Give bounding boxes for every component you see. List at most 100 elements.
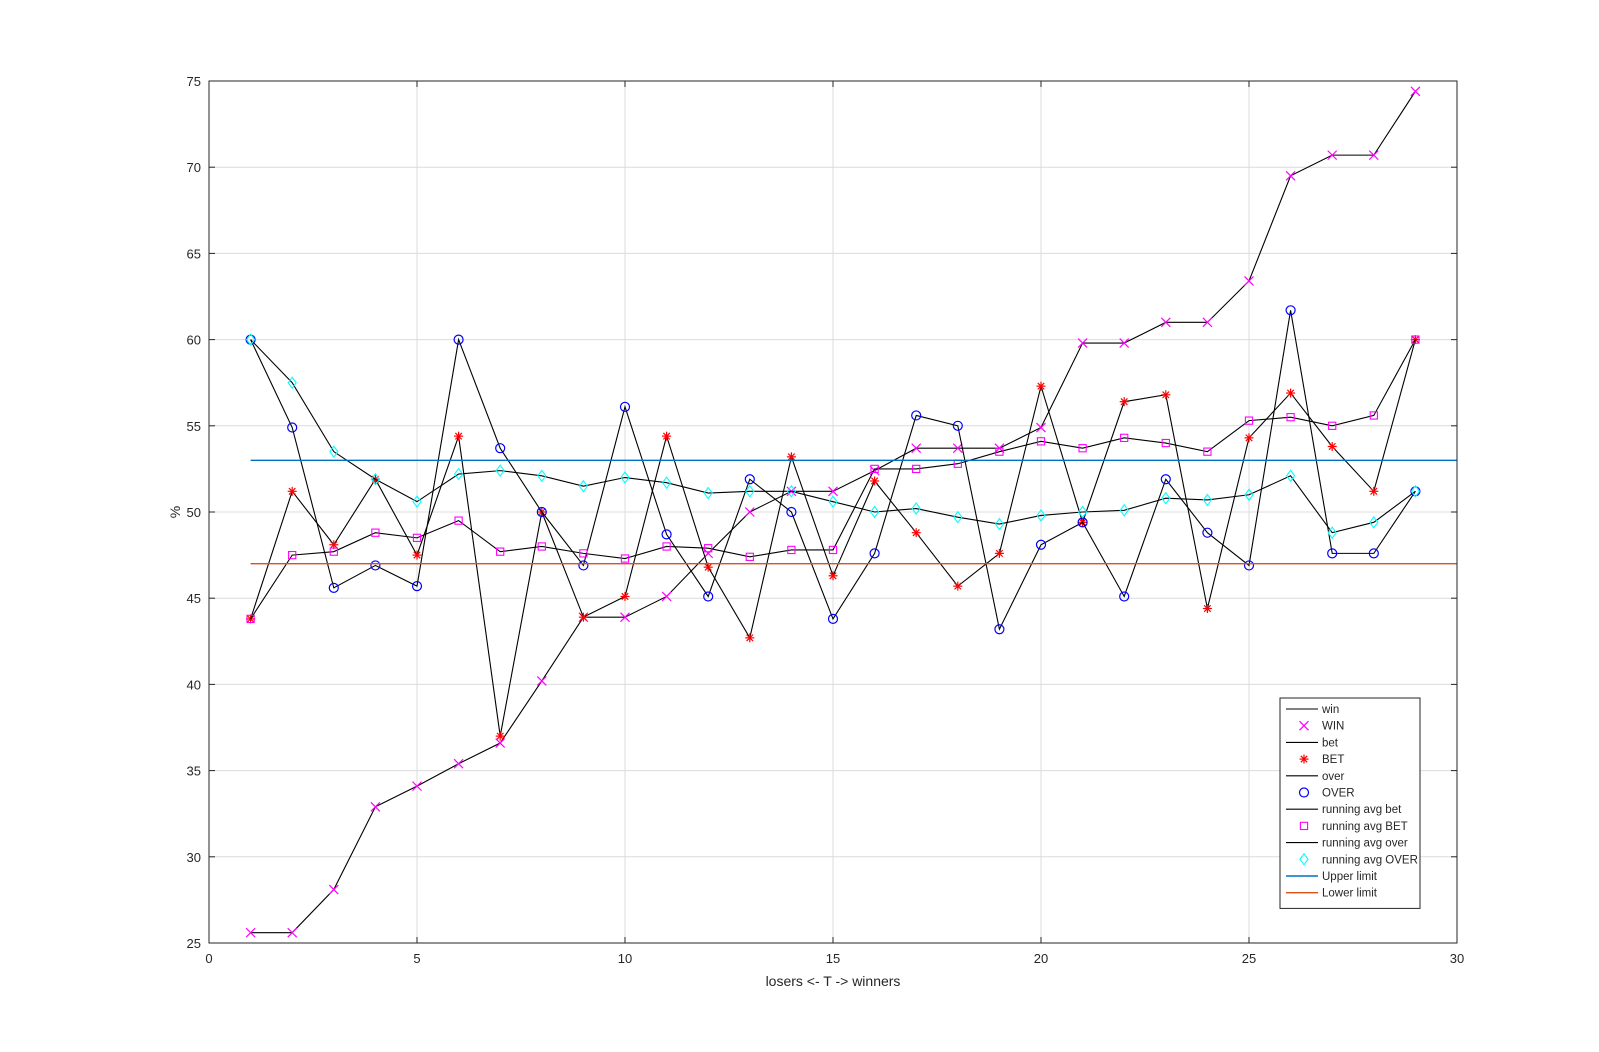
data-point [287,486,297,496]
legend-label: running avg over [1322,838,1408,850]
data-point [1244,276,1254,286]
data-point [412,495,422,509]
x-tick-label: 0 [205,951,212,966]
data-point [912,464,921,474]
data-point [1244,488,1254,502]
series-over [250,310,1416,631]
series-line [250,310,1416,631]
data-point [911,528,921,538]
data-point [536,676,547,686]
data-point [578,479,589,493]
data-point [744,507,755,517]
data-point [1243,560,1255,571]
data-point [578,612,588,622]
data-point [495,443,506,454]
data-point [1036,437,1046,446]
y-tick-label: 55 [187,419,201,434]
data-point [661,591,672,602]
y-tick-label: 60 [187,333,201,348]
legend-label: Lower limit [1322,888,1378,900]
data-point [1161,438,1170,448]
data-point [745,552,754,561]
data-point [786,506,797,518]
data-point [1244,433,1254,443]
series-win [245,86,1421,938]
data-point [828,571,838,581]
data-point [1160,317,1171,328]
data-point [911,410,922,421]
data-point [1285,469,1296,483]
legend-marker [1298,787,1310,798]
data-point [329,540,339,550]
data-point [1119,503,1129,517]
y-tick-label: 35 [187,764,201,779]
series-running-avg-bet [250,339,1416,620]
legend-label: running avg BET [1322,821,1408,833]
series-running-avg-over [250,339,1416,534]
series-running-avg-bet [246,335,1420,624]
data-point [745,633,755,643]
data-point [245,927,256,938]
data-point [619,401,631,412]
data-point [620,591,630,601]
data-point [828,495,838,509]
legend-item: running avg bet [1286,804,1402,816]
data-point [995,447,1004,456]
data-point [1202,317,1213,328]
data-point [1327,441,1337,451]
data-point [536,506,547,518]
data-point [1410,86,1421,97]
data-point [412,533,422,543]
data-point [870,476,880,486]
legend-item: running avg over [1286,838,1408,850]
data-point [1119,591,1130,602]
data-point [994,548,1004,558]
data-point [703,486,713,500]
data-point [953,510,963,524]
legend-item: bet [1286,737,1339,749]
legend-item: running avg BET [1299,821,1408,833]
data-point [1369,411,1378,420]
data-point [1285,170,1296,181]
data-point [911,502,921,515]
legend: win WIN bet BET over OVER running avg bet runni… [1279,697,1421,909]
legend-item: running avg OVER [1299,852,1418,866]
data-point [870,464,879,474]
data-point [1286,413,1295,422]
data-point [1161,491,1171,505]
data-point [1036,509,1046,522]
data-point [495,731,505,741]
data-point [579,549,588,558]
legend-label: running avg bet [1322,804,1402,816]
y-tick-label: 65 [187,246,201,261]
data-point [869,505,880,519]
data-point [1285,305,1296,316]
y-tick-label: 25 [187,936,201,951]
data-point [911,443,922,454]
data-point [1119,338,1130,348]
legend-label: OVER [1322,788,1355,800]
data-point [869,548,880,559]
data-point [411,581,423,592]
legend-label: over [1322,771,1345,783]
legend-item: over [1286,771,1345,783]
data-point [1202,604,1212,614]
data-point [1035,539,1047,550]
data-point [537,542,546,551]
data-point [1077,505,1088,519]
data-point [620,612,630,623]
data-point [246,614,255,624]
y-tick-label: 30 [187,850,201,865]
legend-box [1279,697,1421,909]
series-line [250,339,1416,534]
data-point [578,560,589,571]
x-tick-label: 30 [1450,951,1464,966]
data-point [1244,416,1254,425]
y-axis-label: % [167,506,183,518]
data-point [1203,447,1212,456]
data-point [827,613,839,624]
data-point [328,884,339,895]
y-tick-label: 75 [187,74,201,89]
data-point [1077,338,1088,348]
